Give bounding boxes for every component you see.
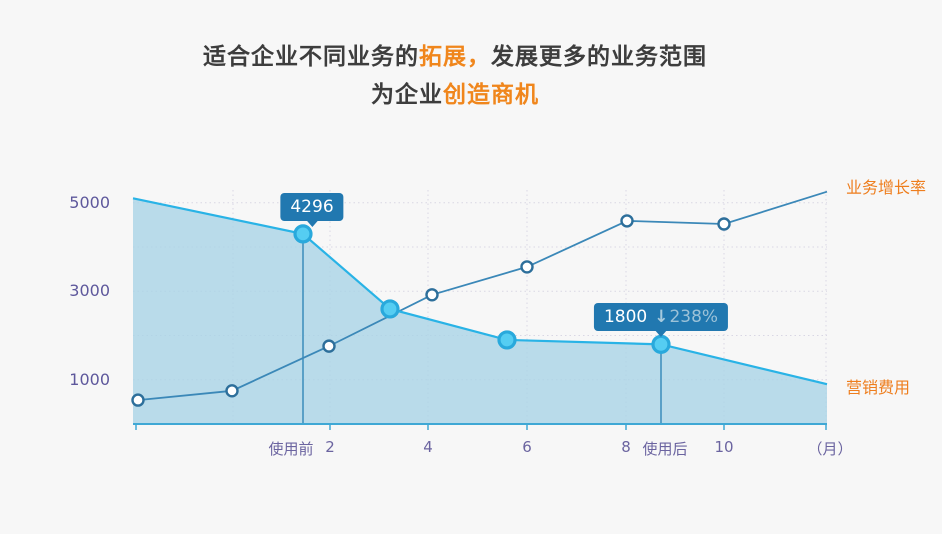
- x-axis-label: 2: [325, 438, 335, 456]
- marketing-cost-point: [497, 330, 517, 350]
- growth-rate-point: [225, 384, 239, 398]
- growth-rate-point: [717, 217, 731, 231]
- y-axis-label: 1000: [69, 369, 110, 389]
- growth-rate-point: [322, 339, 336, 353]
- title-line2-text: 为企业: [371, 82, 443, 108]
- page-title: 适合企业不同业务的拓展，发展更多的业务范围 为企业创造商机: [0, 38, 926, 114]
- x-axis-label: （月）: [807, 440, 853, 458]
- x-axis-label: 6: [522, 438, 532, 456]
- tooltip-after-value: 1800 ↓238%: [593, 303, 729, 338]
- x-axis-label: 10: [714, 438, 734, 456]
- title-line1-text: 适合企业不同业务的: [203, 44, 419, 70]
- tooltip-pointer-icon: [304, 218, 319, 234]
- title-line1-highlight: 拓展，: [419, 44, 491, 70]
- tooltip-delta-percent: 238%: [669, 307, 719, 328]
- y-axis-label: 3000: [69, 281, 110, 301]
- title-line2-highlight: 创造商机: [443, 82, 539, 108]
- y-axis-label: 5000: [69, 192, 110, 212]
- title-line-1: 适合企业不同业务的拓展，发展更多的业务范围: [0, 38, 926, 76]
- marketing-cost-line: [132, 197, 828, 386]
- x-axis-label: 8: [621, 438, 631, 456]
- growth-rate-line: [137, 190, 828, 402]
- x-axis-label: 使用后: [642, 440, 688, 458]
- growth-rate-point: [425, 288, 439, 302]
- arrow-down-icon: ↓: [654, 307, 669, 328]
- legend-growth-rate: 业务增长率: [846, 178, 927, 197]
- growth-rate-point: [520, 260, 534, 274]
- legend-marketing-cost: 营销费用: [846, 378, 911, 397]
- growth-rate-point: [620, 214, 634, 228]
- marketing-cost-area: [133, 198, 827, 424]
- title-line-2: 为企业创造商机: [0, 76, 926, 114]
- tooltip-before-value: 4296: [280, 192, 344, 227]
- tooltip-value: 4296: [290, 196, 334, 217]
- x-axis-label: 4: [423, 438, 433, 456]
- tooltip-value: 1800: [603, 307, 648, 328]
- marketing-cost-point: [380, 299, 400, 319]
- marketing-cost-point: [293, 224, 313, 244]
- title-line1-text2: 发展更多的业务范围: [491, 44, 707, 70]
- x-axis-label: 使用前: [268, 440, 314, 458]
- tooltip-pointer-icon: [654, 329, 668, 344]
- growth-rate-point: [131, 393, 145, 407]
